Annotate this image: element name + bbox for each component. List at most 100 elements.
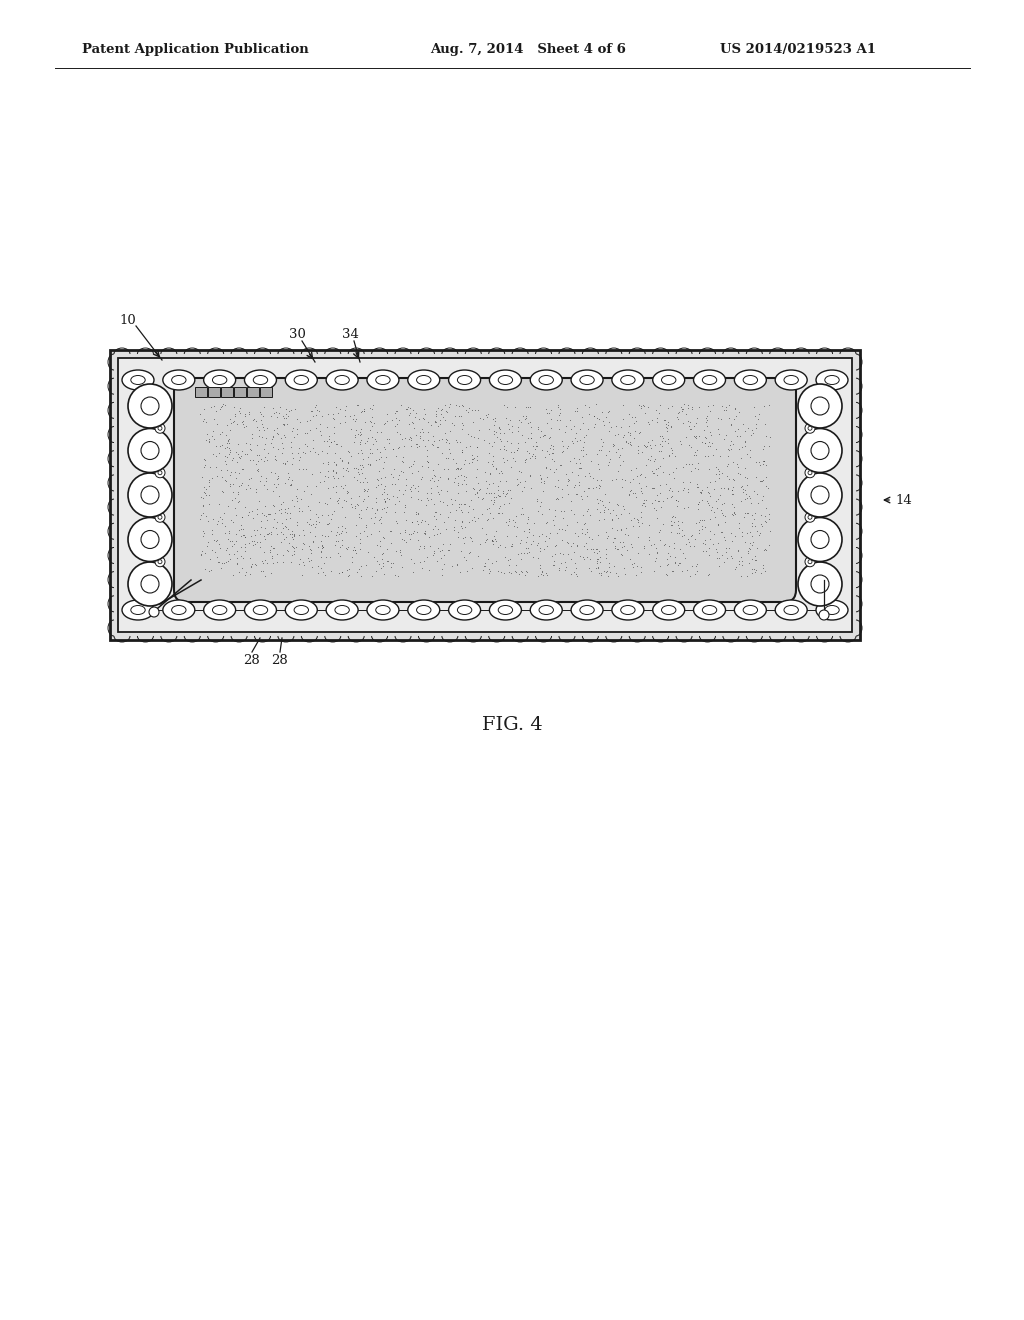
Point (379, 403, 395, 424)
Point (682, 461, 698, 482)
Point (734, 550, 751, 572)
Point (728, 425, 744, 446)
Point (291, 437, 307, 458)
Point (720, 446, 736, 467)
Point (321, 504, 337, 525)
Point (670, 480, 686, 502)
Point (468, 446, 484, 467)
Point (637, 436, 653, 457)
Point (485, 488, 502, 510)
Point (238, 403, 254, 424)
Point (290, 478, 306, 499)
Circle shape (128, 562, 172, 606)
Point (569, 535, 586, 556)
Point (743, 562, 760, 583)
Point (249, 434, 265, 455)
Point (643, 535, 659, 556)
Point (646, 533, 663, 554)
Point (646, 478, 663, 499)
Point (287, 495, 303, 516)
Point (682, 412, 698, 433)
Point (208, 445, 224, 466)
Point (568, 564, 585, 585)
Point (585, 467, 601, 488)
Point (395, 461, 412, 482)
Point (303, 515, 319, 536)
Point (591, 458, 607, 479)
Point (214, 480, 230, 502)
Point (388, 445, 404, 466)
Point (358, 499, 375, 520)
Point (524, 446, 541, 467)
Point (483, 488, 500, 510)
Point (265, 552, 282, 573)
Point (248, 554, 264, 576)
Point (393, 544, 410, 565)
Point (332, 447, 348, 469)
Point (663, 515, 679, 536)
Point (496, 395, 512, 416)
Point (724, 492, 740, 513)
Point (651, 403, 668, 424)
Point (242, 478, 258, 499)
Point (593, 470, 609, 491)
Point (653, 425, 670, 446)
Point (314, 535, 331, 556)
Point (542, 523, 558, 544)
Point (596, 502, 612, 523)
Point (433, 399, 450, 420)
Point (373, 446, 389, 467)
Point (426, 470, 442, 491)
Point (403, 430, 420, 451)
Point (687, 426, 703, 447)
Point (553, 529, 569, 550)
Point (376, 528, 392, 549)
Point (741, 532, 758, 553)
Circle shape (150, 607, 159, 616)
Point (482, 482, 499, 503)
Point (258, 467, 274, 488)
Point (352, 432, 369, 453)
Point (727, 558, 743, 579)
Point (260, 504, 276, 525)
Point (511, 564, 527, 585)
Point (488, 421, 505, 442)
Point (740, 553, 757, 574)
Point (196, 457, 212, 478)
Point (664, 414, 680, 436)
Point (518, 561, 535, 582)
Point (626, 412, 642, 433)
Point (463, 531, 479, 552)
Point (640, 527, 656, 548)
Point (495, 480, 511, 502)
Point (748, 451, 764, 473)
Point (236, 524, 252, 545)
Point (226, 396, 243, 417)
Point (324, 503, 340, 524)
Point (536, 473, 552, 494)
Point (246, 409, 262, 430)
Point (362, 418, 379, 440)
Point (479, 528, 496, 549)
Point (510, 438, 526, 459)
Point (648, 507, 665, 528)
Point (711, 467, 727, 488)
Point (573, 407, 590, 428)
Point (541, 444, 557, 465)
Point (417, 403, 433, 424)
Point (682, 418, 698, 440)
Point (441, 438, 458, 459)
Point (466, 426, 482, 447)
Point (628, 411, 644, 432)
Point (741, 446, 758, 467)
Point (743, 558, 760, 579)
Point (408, 403, 424, 424)
Point (284, 524, 300, 545)
Point (480, 418, 497, 440)
Point (469, 482, 485, 503)
Point (510, 474, 526, 495)
Point (580, 418, 596, 440)
Point (566, 541, 583, 562)
Point (332, 412, 348, 433)
Text: 14: 14 (895, 494, 911, 507)
